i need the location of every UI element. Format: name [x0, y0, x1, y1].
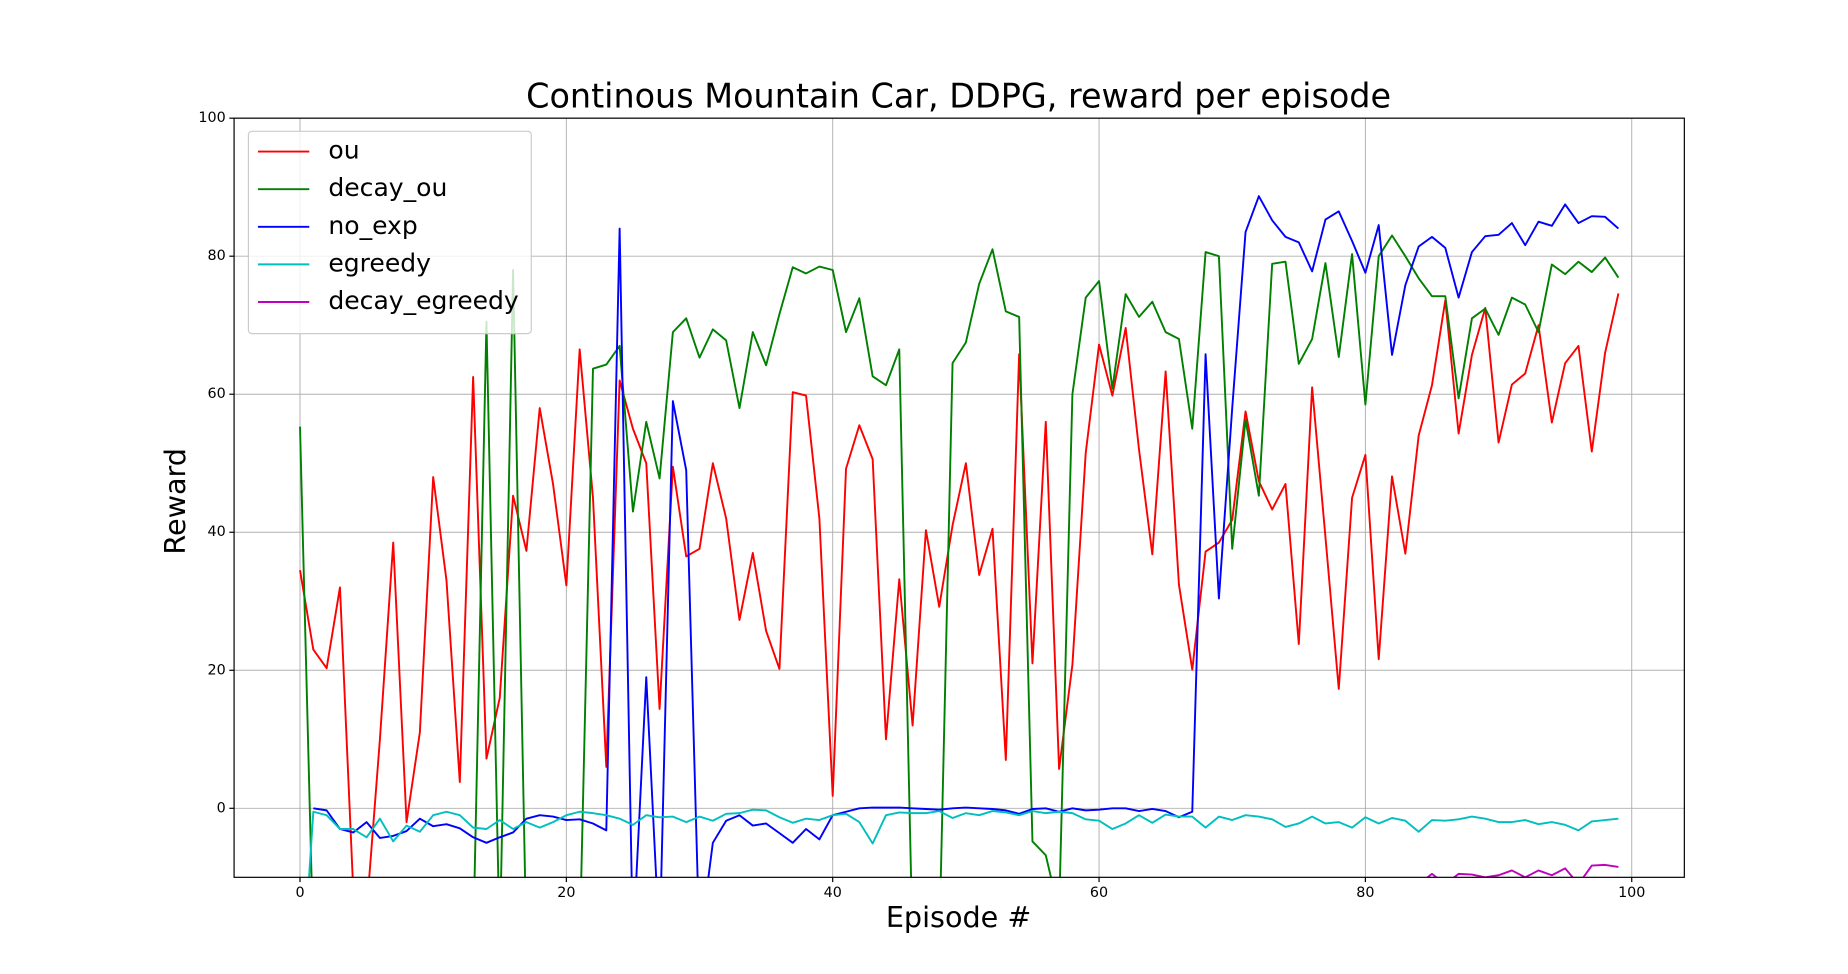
y-tick-label: 100	[198, 110, 225, 126]
series-line	[308, 808, 1619, 878]
y-tick-label: 80	[208, 248, 226, 264]
y-tick-label: 20	[208, 662, 226, 678]
series-line	[313, 195, 1620, 878]
x-axis-label: Episode #	[886, 900, 1032, 934]
legend-box	[247, 130, 532, 335]
plot-frame	[233, 117, 1685, 878]
x-tick-label: 80	[1356, 885, 1374, 901]
x-tick-label: 40	[824, 885, 842, 901]
legend-label: decay_egreedy	[328, 286, 519, 315]
y-tick-label: 0	[217, 800, 226, 816]
grid	[234, 117, 1685, 878]
series-line	[299, 234, 1620, 878]
chart-title: Continous Mountain Car, DDPG, reward per…	[526, 76, 1391, 115]
x-tick-label: 0	[295, 885, 304, 901]
x-tick-label: 100	[1618, 885, 1645, 901]
legend-label: decay_ou	[328, 173, 447, 202]
lines	[299, 195, 1620, 878]
y-tick-label: 40	[208, 524, 226, 540]
y-axis-label: Reward	[158, 448, 192, 555]
legend-label: egreedy	[328, 248, 431, 277]
series-line	[299, 293, 1620, 878]
x-tick-label: 20	[557, 885, 575, 901]
y-tick-label: 60	[208, 386, 226, 402]
x-tick-label: 60	[1090, 885, 1108, 901]
legend-label: no_exp	[328, 211, 417, 240]
ticks: 0 20 40 60 80 100 0 20 40 60 80 100	[198, 110, 1645, 901]
legend-label: ou	[328, 136, 359, 165]
